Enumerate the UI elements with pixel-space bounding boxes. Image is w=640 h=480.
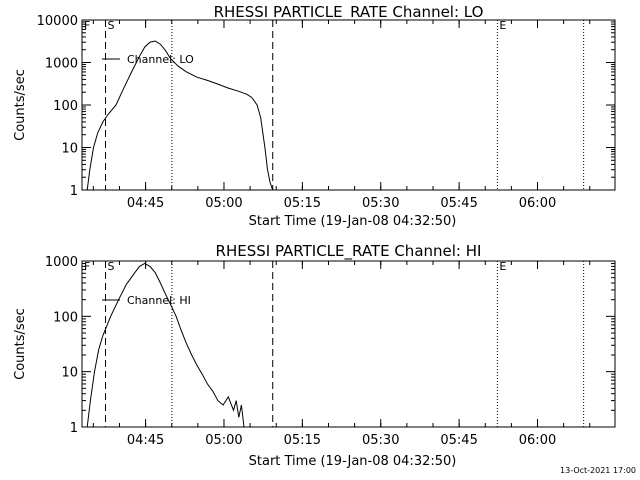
hi-y-tick-label: 1000: [45, 255, 78, 270]
lo-x-axis-label: Start Time (19-Jan-08 04:32:50): [249, 214, 457, 229]
lo-y-tick-label: 1000: [45, 57, 78, 72]
lo-y-tick-label: 10000: [37, 14, 78, 29]
lo-x-tick-label: 04:45: [127, 196, 164, 211]
hi-marker-label: S: [108, 260, 115, 273]
hi-marker-label: F: [84, 260, 90, 273]
hi-legend-label: Channel: HI: [127, 294, 191, 307]
hi-y-tick-label: 10: [61, 366, 78, 381]
footer-timestamp: 13-Oct-2021 17:00: [560, 466, 636, 475]
lo-series-lo-line: [86, 40, 274, 191]
hi-chart-title: RHESSI PARTICLE_RATE Channel: HI: [216, 242, 482, 261]
hi-x-tick-label: 05:30: [362, 433, 399, 448]
lo-x-tick-label: 06:00: [519, 196, 556, 211]
lo-y-axis-label: Counts/sec: [13, 69, 28, 141]
lo-chart-title: RHESSI PARTICLE_RATE Channel: LO: [214, 3, 484, 22]
lo-legend-label: Channel: LO: [127, 53, 194, 66]
lo-y-tick-label: 100: [53, 99, 78, 114]
lo-marker-label: E: [499, 19, 506, 32]
hi-x-tick-label: 05:00: [205, 433, 242, 448]
lo-marker-label: S: [108, 19, 115, 32]
lo-x-tick-label: 05:00: [205, 196, 242, 211]
hi-y-tick-label: 1: [70, 421, 78, 436]
lo-x-tick-label: 05:15: [284, 196, 321, 211]
hi-y-axis-label: Counts/sec: [13, 308, 28, 380]
hi-x-tick-label: 04:45: [127, 433, 164, 448]
hi-series-hi-line: [86, 262, 245, 428]
hi-x-tick-label: 05:15: [284, 433, 321, 448]
lo-y-tick-label: 10: [61, 142, 78, 157]
lo-x-tick-label: 05:45: [440, 196, 477, 211]
lo-y-tick-label: 1: [70, 184, 78, 199]
lo-x-tick-label: 05:30: [362, 196, 399, 211]
hi-plot-frame: [81, 260, 616, 428]
hi-x-tick-label: 06:00: [519, 433, 556, 448]
hi-marker-label: E: [499, 260, 506, 273]
hi-x-axis-label: Start Time (19-Jan-08 04:32:50): [249, 454, 457, 469]
hi-x-tick-label: 05:45: [440, 433, 477, 448]
lo-marker-label: F: [84, 19, 90, 32]
hi-y-tick-label: 100: [53, 310, 78, 325]
